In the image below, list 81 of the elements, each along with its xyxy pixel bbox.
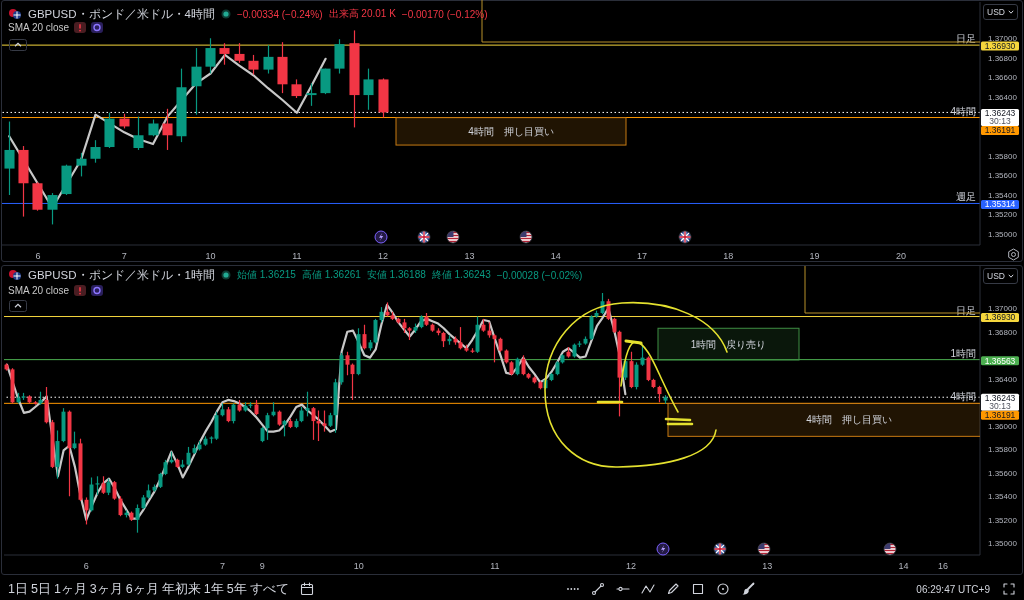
chart-title: GBPUSD・ポンド／米ドル・4時間 [28, 7, 215, 20]
text: 1.36191 [984, 125, 1016, 136]
annotation: 終値 1.36243 [431, 269, 491, 280]
y-axis-title: USD [987, 7, 1005, 17]
x-tick-label: 11 [490, 561, 500, 572]
text: 1日 [8, 581, 28, 596]
text: 1.35314 [984, 199, 1016, 210]
text: 6ヶ月 [125, 581, 159, 596]
x-tick-label: 14 [550, 251, 561, 262]
y-tick-label: 1.37000 [988, 304, 1018, 314]
y-axis-title: USD [987, 271, 1005, 281]
x-tick-label: 16 [938, 561, 949, 572]
text: 30:13 [989, 116, 1011, 127]
ref-line-label: 週足 [956, 191, 976, 203]
text: 1.36191 [984, 410, 1016, 421]
y-tick-label: 1.36800 [988, 327, 1018, 337]
y-tick-label: 1.35200 [988, 515, 1018, 525]
x-tick-label: 6 [35, 251, 41, 262]
y-tick-label: 1.36000 [988, 421, 1018, 431]
x-tick-label: 10 [205, 251, 216, 262]
band-label: 4時間 押し目買い [468, 125, 554, 137]
text: 1.36243 [984, 393, 1016, 404]
ref-line-label: 日足 [956, 304, 976, 316]
y-tick-label: 1.35000 [988, 230, 1018, 240]
text: 30:13 [989, 401, 1011, 412]
annotation: 出来高 20.01 K [328, 8, 396, 19]
x-tick-label: 13 [762, 561, 773, 572]
x-tick-label: 12 [626, 561, 637, 572]
y-tick-label: 1.35000 [988, 539, 1018, 549]
x-tick-label: 6 [83, 561, 89, 572]
annotation: −0.00170 (−0.12%) [401, 8, 488, 20]
y-tick-label: 1.36600 [988, 73, 1018, 83]
y-tick-label: 1.35800 [988, 445, 1018, 455]
x-tick-label: 14 [898, 561, 909, 572]
text: 年初来 [161, 581, 201, 596]
text: SMA 20 close [8, 285, 70, 296]
band-label: 4時間 押し目買い [806, 414, 892, 426]
y-tick-label: 1.36400 [988, 92, 1018, 102]
y-tick-label: 1.35800 [988, 151, 1018, 161]
ref-line-label: 4時間 [950, 391, 976, 403]
text: 1年 [203, 581, 224, 596]
y-tick-label: 1.36800 [988, 53, 1018, 63]
x-tick-label: 11 [292, 251, 302, 262]
chart-title: GBPUSD・ポンド／米ドル・1時間 [28, 268, 215, 281]
x-tick-label: 18 [723, 251, 734, 262]
y-tick-label: 1.37000 [988, 34, 1018, 44]
x-tick-label: 10 [353, 561, 364, 572]
x-tick-label: 9 [259, 561, 265, 572]
text: 3ヶ月 [89, 581, 123, 596]
text: 1.36930 [984, 41, 1016, 52]
annotation: −0.00028 (−0.02%) [496, 269, 583, 281]
text: 1ヶ月 [53, 581, 87, 596]
text: 1.36243 [984, 108, 1016, 119]
annotation: 高値 1.36261 [301, 269, 361, 280]
text: すべて [249, 581, 289, 596]
text: SMA 20 close [8, 22, 70, 33]
ref-line-label: 1時間 [950, 347, 976, 359]
x-tick-label: 20 [895, 251, 906, 262]
y-tick-label: 1.35200 [988, 210, 1018, 220]
annotation: −0.00334 (−0.24%) [236, 8, 323, 20]
text: 1.36563 [984, 355, 1016, 366]
ref-line-label: 4時間 [950, 105, 976, 117]
x-tick-label: 12 [378, 251, 389, 262]
text: 5年 [226, 581, 247, 596]
x-tick-label: 7 [121, 251, 127, 262]
y-tick-label: 1.35400 [988, 190, 1018, 200]
ref-line-label: 日足 [956, 33, 976, 45]
x-tick-label: 13 [464, 251, 475, 262]
annotation: 始値 1.36215 [236, 269, 296, 280]
x-tick-label: 17 [637, 251, 648, 262]
text: 1.36930 [984, 312, 1016, 323]
annotation: 安値 1.36188 [366, 269, 426, 280]
y-tick-label: 1.35600 [988, 171, 1018, 181]
y-tick-label: 1.36400 [988, 374, 1018, 384]
text: 5日 [30, 581, 51, 596]
x-tick-label: 7 [219, 561, 225, 572]
x-tick-label: 19 [809, 251, 820, 262]
y-tick-label: 1.35400 [988, 492, 1018, 502]
band-label: 1時間 戻り売り [690, 338, 767, 350]
y-tick-label: 1.35600 [988, 468, 1018, 478]
text: 06:29:47 UTC+9 [916, 583, 990, 595]
